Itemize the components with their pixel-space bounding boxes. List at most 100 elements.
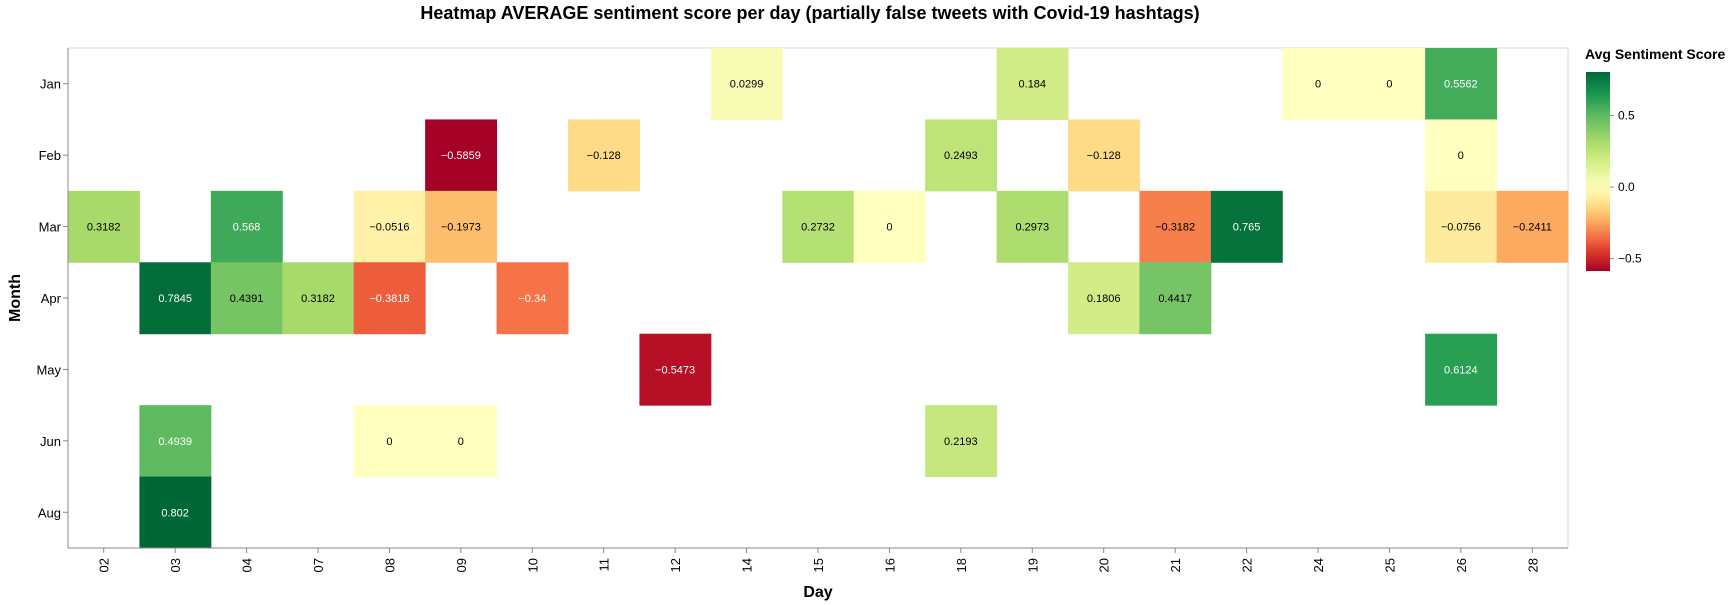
heatmap-cell [710, 48, 783, 120]
heatmap-cell [353, 262, 426, 335]
heatmap-cell [353, 190, 426, 263]
cell-value-label: −0.5473 [655, 364, 695, 376]
cell-value-label: −0.3182 [1155, 222, 1195, 234]
cell-value-label: −0.3818 [369, 293, 409, 305]
y-tick-label: Feb [39, 148, 61, 163]
cell-value-label: −0.2411 [1513, 222, 1552, 234]
legend-color-bar [1586, 72, 1610, 271]
heatmap-cell [782, 190, 855, 263]
legend-title: Avg Sentiment Score [1585, 46, 1726, 62]
cell-value-label: 0.765 [1233, 222, 1261, 234]
heatmap-cell [1425, 48, 1498, 120]
heatmap-cell [210, 262, 283, 335]
x-tick-label: 02 [97, 558, 112, 572]
cell-value-label: 0.1806 [1087, 293, 1121, 305]
cell-value-label: −0.34 [518, 293, 546, 305]
cell-value-label: 0.6124 [1444, 364, 1478, 376]
color-legend: Avg Sentiment Score 0.5 0.0 −0.5 [1585, 46, 1726, 271]
cell-value-label: −0.0756 [1441, 222, 1481, 234]
y-tick-label: Aug [38, 505, 61, 520]
y-axis: Jan Feb Mar Apr May Jun Aug [36, 48, 69, 548]
cell-value-label: 0 [386, 436, 392, 448]
heatmap-cell [425, 119, 498, 192]
x-tick-label: 16 [882, 558, 897, 572]
legend-ticks: 0.5 0.0 −0.5 [1610, 108, 1642, 266]
x-tick-label: 22 [1240, 558, 1255, 572]
heatmap-cell [996, 48, 1069, 120]
x-tick-label: 19 [1025, 558, 1040, 572]
heatmap-cell [925, 405, 998, 478]
heatmap-cell [1353, 48, 1426, 120]
x-tick-label: 07 [311, 558, 326, 572]
x-tick-label: 20 [1097, 558, 1112, 572]
heatmap-cell [139, 405, 212, 478]
cell-value-label: 0 [1458, 150, 1464, 162]
x-tick-label: 26 [1454, 558, 1469, 572]
heatmap-cell [1425, 119, 1498, 192]
x-tick-label: 08 [382, 558, 397, 572]
heatmap-cell [1068, 119, 1140, 192]
cell-value-label: 0.184 [1019, 79, 1047, 91]
heatmap-cell [282, 262, 355, 335]
cell-value-label: −0.128 [587, 150, 621, 162]
heatmap-cell [568, 119, 640, 192]
heatmap-cell [210, 190, 283, 263]
cell-value-label: 0.7845 [158, 293, 192, 305]
heatmap-cell [496, 262, 569, 335]
x-tick-label: 15 [811, 558, 826, 572]
legend-tick-label: −0.5 [1618, 252, 1642, 266]
heatmap-cell [639, 333, 712, 406]
x-tick-label: 28 [1525, 558, 1540, 572]
heatmap-cell [1210, 190, 1283, 263]
cell-value-label: 0.5562 [1444, 79, 1478, 91]
heatmap-cell [353, 405, 426, 478]
heatmap-cell [1068, 262, 1140, 335]
cell-value-label: 0.802 [161, 507, 189, 519]
heatmap-cell [1425, 190, 1498, 263]
heatmap-cell [853, 190, 926, 263]
heatmap-cell [1425, 333, 1498, 406]
heatmap-cell [925, 119, 998, 192]
cell-value-label: 0.0299 [730, 79, 764, 91]
y-tick-label: Jun [40, 434, 61, 449]
cell-value-label: −0.0516 [369, 222, 409, 234]
heatmap-cell [1139, 262, 1212, 335]
cell-value-label: 0.3182 [87, 222, 121, 234]
x-tick-label: 11 [597, 558, 612, 572]
chart-title: Heatmap AVERAGE sentiment score per day … [420, 3, 1199, 23]
cell-value-label: 0.2973 [1015, 222, 1049, 234]
cell-value-label: 0 [1386, 79, 1392, 91]
cell-value-label: 0.4391 [230, 293, 264, 305]
y-axis-title: Month [7, 274, 24, 322]
x-tick-label: 03 [168, 558, 183, 572]
cell-value-label: 0.4939 [158, 436, 192, 448]
cell-value-label: −0.1973 [441, 222, 481, 234]
y-tick-label: Jan [40, 77, 61, 92]
cell-value-label: 0 [886, 222, 892, 234]
x-tick-label: 10 [525, 558, 540, 572]
cell-value-label: −0.128 [1087, 150, 1121, 162]
x-axis-title: Day [803, 584, 832, 601]
x-tick-label: 24 [1311, 558, 1326, 572]
y-tick-label: Apr [41, 291, 62, 306]
legend-tick-label: 0.5 [1618, 108, 1635, 122]
cell-value-label: 0.2193 [944, 436, 978, 448]
cell-value-label: 0.568 [233, 222, 261, 234]
heatmap-cell [68, 190, 140, 263]
x-tick-label: 04 [240, 558, 255, 572]
cell-value-label: 0.2493 [944, 150, 978, 162]
cell-value-label: −0.5859 [441, 150, 481, 162]
heatmap-cells [68, 48, 1569, 549]
x-axis: 02 03 04 07 08 09 10 11 12 14 15 16 18 19 20 21 22 24 25 26… [68, 547, 1568, 572]
heatmap-cell [425, 405, 498, 478]
cell-value-label: 0 [1315, 79, 1321, 91]
heatmap-cell [1496, 190, 1569, 263]
y-tick-label: Mar [39, 220, 62, 235]
heatmap-cell [996, 190, 1069, 263]
x-tick-label: 18 [954, 558, 969, 572]
cell-value-label: 0.4417 [1158, 293, 1192, 305]
cell-value-label: 0.3182 [301, 293, 335, 305]
x-tick-label: 09 [454, 558, 469, 572]
cell-value-label: 0 [458, 436, 464, 448]
